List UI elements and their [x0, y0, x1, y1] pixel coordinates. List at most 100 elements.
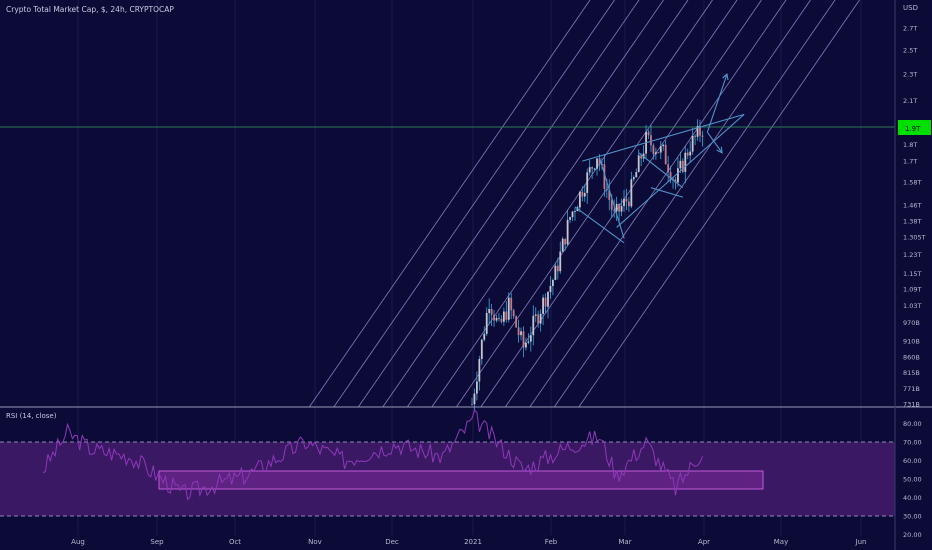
- resistance-line: [582, 113, 745, 162]
- candle-body: [490, 308, 493, 315]
- candle-body: [473, 393, 476, 405]
- candle-body: [480, 339, 483, 360]
- candle-body: [552, 279, 554, 286]
- channel-line: [382, 0, 664, 408]
- price-tick-label: 1.38T: [903, 218, 921, 226]
- price-tick-label: 1.46T: [903, 201, 921, 209]
- channel-line: [529, 0, 811, 408]
- candle-body: [674, 179, 677, 183]
- candle-body: [632, 177, 635, 180]
- candle-body: [471, 404, 473, 405]
- time-label: Oct: [229, 538, 241, 546]
- candle-body: [574, 211, 576, 212]
- time-label: Jun: [855, 538, 867, 546]
- candle-body: [561, 238, 564, 252]
- swing-line: [650, 187, 683, 198]
- arrow-up-line: [706, 73, 728, 133]
- candle-body: [539, 313, 542, 324]
- rsi-tick-label: 80.00: [903, 420, 922, 428]
- price-axis[interactable]: 2.7T 2.5T 2.3T 2.1T 1.8T 1.7T 1.58T 1.46T 1.38T 1…: [903, 25, 926, 409]
- candle-body: [669, 172, 672, 181]
- last-price-badge: [898, 120, 931, 135]
- candle-body: [559, 251, 562, 272]
- price-tick-label: 970B: [903, 319, 920, 327]
- candle-body: [694, 135, 696, 137]
- candle-body: [603, 164, 606, 190]
- price-tick-label: 1.8T: [903, 141, 917, 149]
- channel-line: [578, 0, 860, 408]
- candle-body: [691, 135, 694, 152]
- candle-body: [515, 316, 518, 328]
- channel-line: [308, 0, 591, 408]
- candle-body: [659, 146, 662, 153]
- currency-label: USD: [903, 4, 918, 12]
- drawings: [574, 73, 745, 244]
- arrow-down-line: [706, 131, 723, 154]
- drop-line: [574, 206, 625, 244]
- price-tick-label: 1.23T: [903, 251, 921, 259]
- channel-line: [333, 0, 615, 408]
- candle-body: [547, 292, 549, 307]
- candle-body: [478, 359, 481, 382]
- time-label: Dec: [385, 538, 399, 546]
- arrow-up-head: [722, 73, 729, 81]
- candle-body: [554, 265, 557, 280]
- chart-title: Crypto Total Market Cap, $, 24h, CRYPTOC…: [6, 5, 174, 14]
- price-tick-label: 2.3T: [903, 71, 917, 79]
- channel-line: [431, 0, 713, 408]
- candle-body: [517, 327, 520, 336]
- candle-body: [652, 145, 655, 154]
- time-label: May: [774, 538, 788, 546]
- price-tick-label: 1.03T: [903, 302, 921, 310]
- price-tick-label: 1.58T: [903, 179, 921, 187]
- candle-body: [571, 211, 574, 218]
- time-label: Sep: [150, 538, 164, 546]
- candle-body: [677, 168, 679, 183]
- candle-body: [662, 144, 665, 147]
- candle-body: [495, 317, 498, 321]
- rsi-label: RSI (14, close): [6, 412, 57, 420]
- time-label: Feb: [545, 538, 558, 546]
- time-label: Mar: [618, 538, 631, 546]
- candle-body: [510, 297, 513, 311]
- support-line: [616, 113, 745, 228]
- time-label: 2021: [464, 538, 482, 546]
- price-tick-label: 1.7T: [903, 158, 917, 166]
- candle-body: [701, 135, 704, 137]
- candle-body: [591, 167, 594, 169]
- channel-line: [455, 0, 738, 408]
- rsi-axis[interactable]: 80.00 70.00 60.00 50.00 40.00 30.00 20.00: [903, 420, 922, 539]
- candle-body: [578, 191, 581, 208]
- rsi-tick-label: 60.00: [903, 457, 922, 465]
- candle-body: [476, 381, 478, 394]
- candle-body: [630, 179, 633, 207]
- price-tick-label: 1.305T: [903, 234, 926, 242]
- channel-line: [553, 0, 836, 408]
- channel-line: [406, 0, 689, 408]
- candle-body: [483, 333, 486, 340]
- candle-body: [537, 314, 540, 324]
- candle-body: [534, 314, 537, 316]
- candle-body: [522, 331, 525, 348]
- price-tick-label: 1.15T: [903, 270, 921, 278]
- price-tick-label: 910B: [903, 337, 920, 345]
- candle-body: [696, 126, 699, 137]
- rsi-line: [42, 409, 703, 501]
- candle-body: [664, 144, 667, 165]
- candle-body: [598, 158, 601, 165]
- candle-body: [566, 219, 569, 245]
- candle-body: [650, 135, 652, 146]
- candle-body: [525, 342, 527, 348]
- candle-body: [586, 172, 589, 193]
- candle-body: [625, 198, 628, 202]
- candle-body: [654, 152, 657, 154]
- candle-body: [684, 152, 687, 172]
- candle-body: [500, 318, 503, 322]
- time-axis[interactable]: Aug Sep Oct Nov Dec 2021 Feb Mar Apr May Jun: [71, 538, 866, 546]
- rsi-highlight-box: [158, 470, 764, 490]
- candle-body: [564, 238, 567, 245]
- candle-body: [686, 152, 689, 156]
- candle-body: [681, 160, 684, 172]
- candle-body: [635, 172, 638, 178]
